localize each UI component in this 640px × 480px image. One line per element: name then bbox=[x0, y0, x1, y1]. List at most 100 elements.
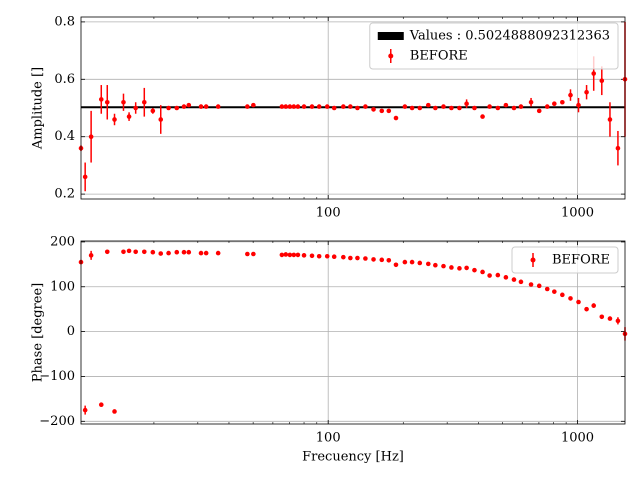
axes: 100 1000 −200 −100 0 100 200 Phase [degree] Frec… bbox=[31, 234, 628, 465]
data-point bbox=[166, 250, 171, 256]
data-point bbox=[480, 269, 485, 275]
data-point bbox=[174, 105, 180, 111]
data-point bbox=[511, 105, 517, 111]
data-point bbox=[186, 102, 192, 108]
data-point bbox=[615, 318, 621, 324]
data-point bbox=[309, 104, 315, 109]
x-axis-label: Frecuency [Hz] bbox=[302, 450, 404, 465]
data-point bbox=[591, 303, 597, 308]
data-point bbox=[174, 249, 180, 255]
x-tick-label: 1000 bbox=[561, 431, 594, 446]
data-point bbox=[584, 89, 589, 95]
data-point bbox=[112, 409, 117, 414]
data-point bbox=[560, 292, 565, 298]
data-point bbox=[503, 102, 509, 108]
data-point bbox=[552, 101, 557, 106]
data-point bbox=[441, 104, 446, 109]
data-point bbox=[150, 108, 156, 114]
y-tick-label: 0.4 bbox=[54, 129, 75, 144]
data-point bbox=[615, 145, 621, 151]
data-point bbox=[560, 99, 565, 105]
data-point bbox=[279, 252, 285, 258]
data-point bbox=[324, 253, 330, 259]
data-point bbox=[591, 71, 597, 76]
data-point bbox=[126, 248, 132, 254]
data-point bbox=[141, 249, 147, 255]
y-tick-label: −200 bbox=[39, 414, 75, 429]
data-point bbox=[402, 259, 408, 265]
data-point bbox=[279, 104, 285, 109]
data-point bbox=[409, 105, 415, 111]
legend: BEFORE bbox=[511, 246, 619, 274]
legend-swatch bbox=[377, 32, 404, 40]
data-point bbox=[166, 105, 171, 111]
data-point bbox=[295, 252, 301, 258]
data-point bbox=[487, 273, 492, 278]
data-point bbox=[133, 105, 138, 111]
data-point bbox=[203, 250, 209, 256]
data-point bbox=[607, 316, 613, 321]
data-point bbox=[316, 104, 322, 109]
data-point bbox=[104, 249, 110, 255]
data-point bbox=[283, 104, 289, 109]
data-point bbox=[291, 252, 297, 258]
data-point bbox=[393, 262, 399, 268]
data-point bbox=[98, 97, 104, 102]
data-point bbox=[536, 283, 542, 289]
data-point bbox=[141, 99, 147, 105]
data-point bbox=[203, 104, 209, 109]
data-point bbox=[495, 272, 501, 278]
data-point bbox=[425, 261, 431, 267]
data-point bbox=[544, 286, 550, 292]
data-point bbox=[464, 265, 469, 271]
data-point bbox=[495, 105, 501, 111]
data-point bbox=[295, 104, 301, 109]
data-point bbox=[480, 114, 485, 119]
data-point bbox=[607, 117, 613, 122]
data-point bbox=[215, 250, 221, 256]
x-tick-label: 100 bbox=[316, 431, 341, 446]
data-point bbox=[331, 105, 337, 111]
data-point bbox=[291, 104, 297, 109]
data-point bbox=[568, 92, 573, 98]
data-point bbox=[441, 263, 446, 269]
data-point bbox=[98, 402, 104, 408]
data-point bbox=[301, 104, 307, 109]
y-tick-label: 0 bbox=[67, 324, 75, 339]
data-point bbox=[324, 104, 330, 109]
data-point bbox=[341, 254, 346, 260]
data-point bbox=[309, 253, 315, 259]
data-point bbox=[331, 254, 337, 259]
data-point bbox=[181, 249, 187, 255]
data-point bbox=[528, 99, 534, 105]
x-tick-label: 100 bbox=[316, 206, 341, 221]
data-point bbox=[417, 105, 423, 111]
data-point bbox=[181, 104, 187, 109]
y-axis-label: Phase [degree] bbox=[31, 283, 46, 382]
y-tick-label: 0.2 bbox=[54, 187, 75, 202]
data-point bbox=[245, 251, 250, 257]
data-point bbox=[88, 253, 94, 258]
legend-swatch bbox=[530, 257, 536, 263]
data-point bbox=[386, 257, 392, 263]
data-point bbox=[133, 249, 138, 255]
data-point bbox=[355, 255, 360, 261]
data-point bbox=[552, 289, 557, 294]
data-point bbox=[457, 105, 462, 111]
data-point bbox=[121, 99, 126, 105]
legend-label: BEFORE bbox=[410, 49, 468, 64]
data-point bbox=[371, 257, 376, 262]
data-point bbox=[283, 252, 289, 257]
data-point bbox=[198, 250, 204, 256]
y-tick-label: 200 bbox=[50, 234, 75, 249]
x-tick-label: 1000 bbox=[561, 206, 594, 221]
data-point bbox=[417, 260, 423, 266]
legend-frame bbox=[369, 22, 619, 70]
data-point bbox=[409, 259, 415, 265]
data-point bbox=[126, 114, 132, 119]
data-point bbox=[379, 108, 385, 114]
data-point bbox=[287, 104, 293, 109]
data-point bbox=[301, 253, 307, 258]
